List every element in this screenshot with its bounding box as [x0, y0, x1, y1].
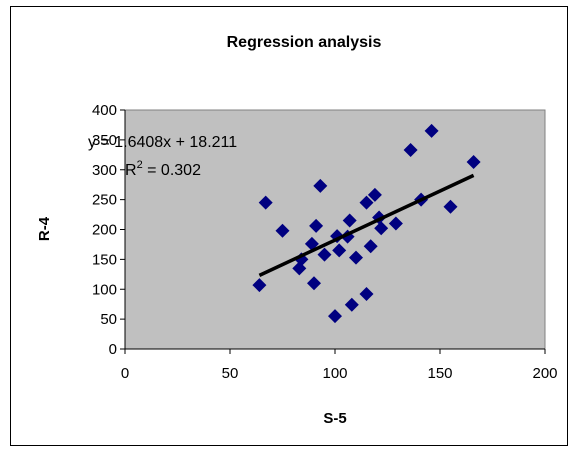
y-tick-label: 250 [92, 192, 117, 209]
data-point [424, 123, 439, 138]
y-tick-label: 150 [92, 251, 117, 268]
data-point [388, 216, 403, 231]
data-point [328, 309, 342, 324]
y-tick-label: 100 [92, 281, 117, 298]
r-squared-label: R2 = 0.302 [125, 159, 201, 179]
data-point [359, 195, 374, 210]
y-axis-title: R-4 [36, 216, 53, 241]
data-point [443, 199, 458, 214]
data-point [317, 247, 332, 262]
data-point [309, 218, 324, 233]
chart-title: Regression analysis [227, 34, 382, 51]
data-point [466, 154, 481, 169]
data-point [403, 143, 418, 158]
data-point [344, 297, 359, 312]
y-tick-label: 0 [109, 341, 117, 358]
data-point [258, 195, 273, 210]
r-squared-prefix: R [125, 162, 137, 179]
y-tick-label: 300 [92, 162, 117, 179]
data-point [275, 223, 290, 238]
r-squared-value: = 0.302 [143, 162, 201, 179]
data-point [252, 278, 267, 293]
data-point [359, 287, 374, 302]
x-tick-label: 100 [322, 365, 347, 382]
data-point [307, 276, 321, 291]
y-tick-label: 350 [92, 132, 117, 149]
x-tick-label: 150 [427, 365, 452, 382]
scatter-chart: Regression analysis 05010015020025030035… [36, 34, 558, 427]
data-point [342, 213, 357, 228]
x-tick-label: 200 [532, 365, 557, 382]
trendline [258, 173, 475, 277]
y-tick-label: 200 [92, 222, 117, 239]
data-point [363, 239, 378, 254]
data-point [349, 250, 363, 265]
x-axis-ticks: 0 50 100 150 200 [121, 349, 558, 382]
chart-frame: Regression analysis 0 50 100 150 200 250 300 35… [10, 6, 568, 446]
y-tick-label: 50 [100, 311, 117, 328]
trendline-group [258, 173, 475, 277]
data-point [374, 221, 389, 236]
r-squared-superscript: 2 [137, 159, 143, 171]
y-axis-ticks: 0 50 100 150 200 250 300 350 400 [92, 102, 125, 358]
y-tick-label: 400 [92, 102, 117, 119]
data-point [313, 178, 328, 193]
trendline-equation: y = 1.6408x + 18.211 [88, 134, 237, 151]
x-tick-label: 50 [222, 365, 239, 382]
x-axis-title: S-5 [323, 410, 346, 427]
data-point [332, 243, 347, 258]
data-point [367, 187, 382, 202]
x-tick-label: 0 [121, 365, 129, 382]
